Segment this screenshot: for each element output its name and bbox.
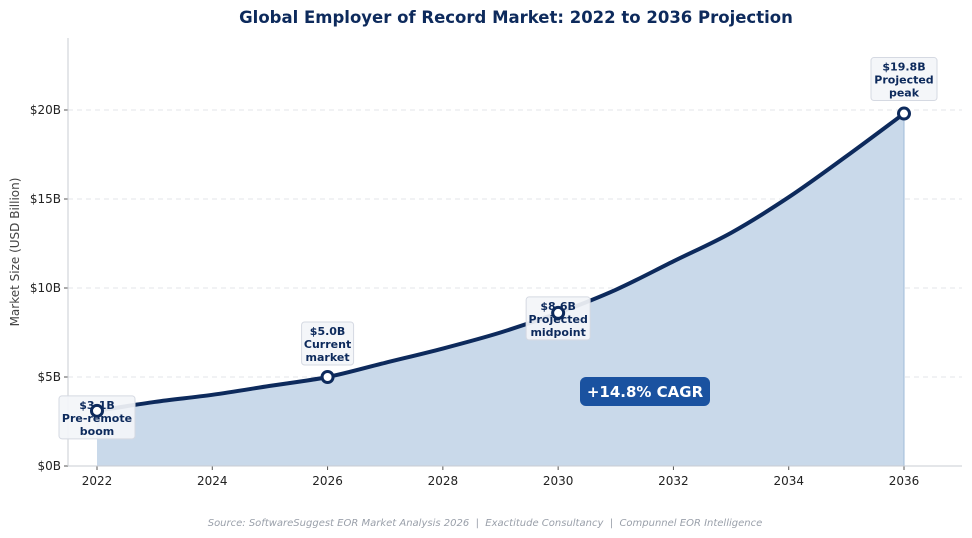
- annotation-text: Projected: [874, 74, 933, 87]
- x-tick-label: 2032: [658, 474, 689, 488]
- chart-title: Global Employer of Record Market: 2022 t…: [239, 8, 793, 27]
- x-tick-label: 2024: [197, 474, 228, 488]
- y-tick-label: $5B: [37, 370, 61, 384]
- annotation-text: Pre-remote: [62, 412, 132, 425]
- area-fill: [97, 113, 904, 466]
- cagr-badge: +14.8% CAGR: [580, 377, 710, 406]
- annotation-text: $5.0B: [310, 325, 346, 338]
- data-point-marker: [897, 106, 911, 121]
- x-tick-label: 2036: [889, 474, 920, 488]
- y-axis-label: Market Size (USD Billion): [8, 178, 22, 327]
- annotation-text: midpoint: [530, 326, 585, 339]
- series-line: [96, 111, 906, 413]
- source-note: Source: SoftwareSuggest EOR Market Analy…: [208, 518, 763, 529]
- data-point-marker: [320, 370, 335, 384]
- x-tick-label: 2026: [312, 474, 343, 488]
- y-tick-label: $15B: [30, 192, 61, 206]
- annotation-text: market: [306, 351, 350, 364]
- data-point-marker: [90, 403, 104, 418]
- x-tick-label: 2028: [428, 474, 459, 488]
- annotation-text: peak: [889, 87, 920, 100]
- x-tick-label: 2022: [82, 474, 113, 488]
- y-tick-label: $20B: [30, 103, 61, 117]
- annotation-text: Current: [304, 338, 351, 351]
- y-tick-label: $10B: [30, 281, 61, 295]
- y-tick-label: $0B: [37, 459, 61, 473]
- x-tick-label: 2030: [543, 474, 574, 488]
- cagr-badge-text: +14.8% CAGR: [587, 383, 704, 401]
- data-point-marker: [551, 305, 566, 320]
- x-tick-label: 2034: [773, 474, 804, 488]
- annotation-text: boom: [80, 425, 114, 438]
- annotation-text: $19.8B: [882, 61, 925, 74]
